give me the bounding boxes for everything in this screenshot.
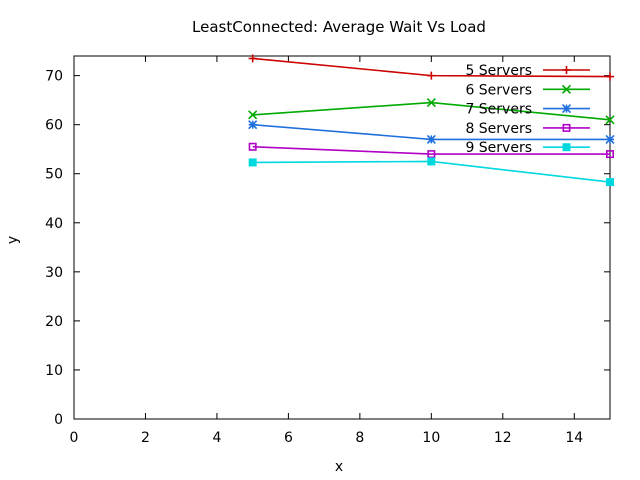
legend: 5 Servers 6 Servers 7 Servers 8 Servers 9 Se… — [465, 63, 590, 156]
legend-label: 5 Servers — [465, 63, 532, 79]
data-point — [605, 134, 615, 144]
y-tick-label: 0 — [54, 412, 63, 428]
x-tick-label: 4 — [212, 430, 221, 446]
plot-frame — [73, 55, 611, 420]
legend-label: 8 Servers — [465, 121, 532, 137]
data-point — [606, 72, 614, 81]
data-point — [426, 134, 436, 144]
legend-marker — [562, 123, 571, 132]
series-line — [252, 145, 610, 155]
legend-item: 6 Servers — [465, 82, 590, 98]
y-axis-label: y — [5, 236, 21, 244]
y-tick-label: 30 — [45, 265, 63, 281]
plot-area: 0 2 4 6 8 10 12 14 0 10 20 30 40 50 60 70 — [45, 54, 615, 446]
legend-marker — [561, 84, 572, 94]
legend-label: 9 Servers — [465, 140, 532, 156]
y-tick-label: 70 — [45, 69, 63, 85]
legend-item: 9 Servers — [465, 140, 590, 156]
x-tick-label: 0 — [70, 430, 79, 446]
legend-item: 5 Servers — [465, 63, 590, 79]
x-tick-label: 2 — [141, 430, 150, 446]
x-tick-label: 14 — [565, 430, 583, 446]
data-point — [605, 150, 614, 159]
x-tick-label: 12 — [494, 430, 512, 446]
data-point — [606, 178, 614, 187]
legend-marker — [562, 66, 571, 74]
legend-item: 8 Servers — [465, 121, 590, 137]
legend-marker — [561, 104, 572, 114]
data-point — [427, 150, 436, 159]
x-tick-label: 6 — [284, 430, 293, 446]
data-point — [248, 120, 258, 130]
data-point — [248, 142, 257, 151]
y-tick-label: 10 — [45, 363, 63, 379]
x-tick-label: 10 — [422, 430, 440, 446]
legend-label: 6 Servers — [465, 82, 532, 98]
legend-item: 7 Servers — [465, 102, 590, 118]
legend-label: 7 Servers — [465, 102, 532, 118]
data-point — [426, 98, 436, 108]
chart-title: LeastConnected: Average Wait Vs Load — [192, 18, 486, 36]
y-tick-label: 60 — [45, 118, 63, 134]
y-tick-label: 40 — [45, 216, 63, 232]
y-tick-label: 50 — [45, 167, 63, 183]
x-axis-label: x — [335, 459, 343, 475]
data-point — [605, 115, 615, 125]
data-point — [248, 110, 258, 120]
x-tick-label: 8 — [355, 430, 364, 446]
data-point — [427, 157, 436, 166]
series-line — [252, 101, 611, 121]
data-point — [248, 158, 257, 167]
legend-marker — [562, 143, 571, 152]
data-point — [248, 54, 257, 63]
y-tick-label: 20 — [45, 314, 63, 330]
data-point — [427, 71, 436, 80]
